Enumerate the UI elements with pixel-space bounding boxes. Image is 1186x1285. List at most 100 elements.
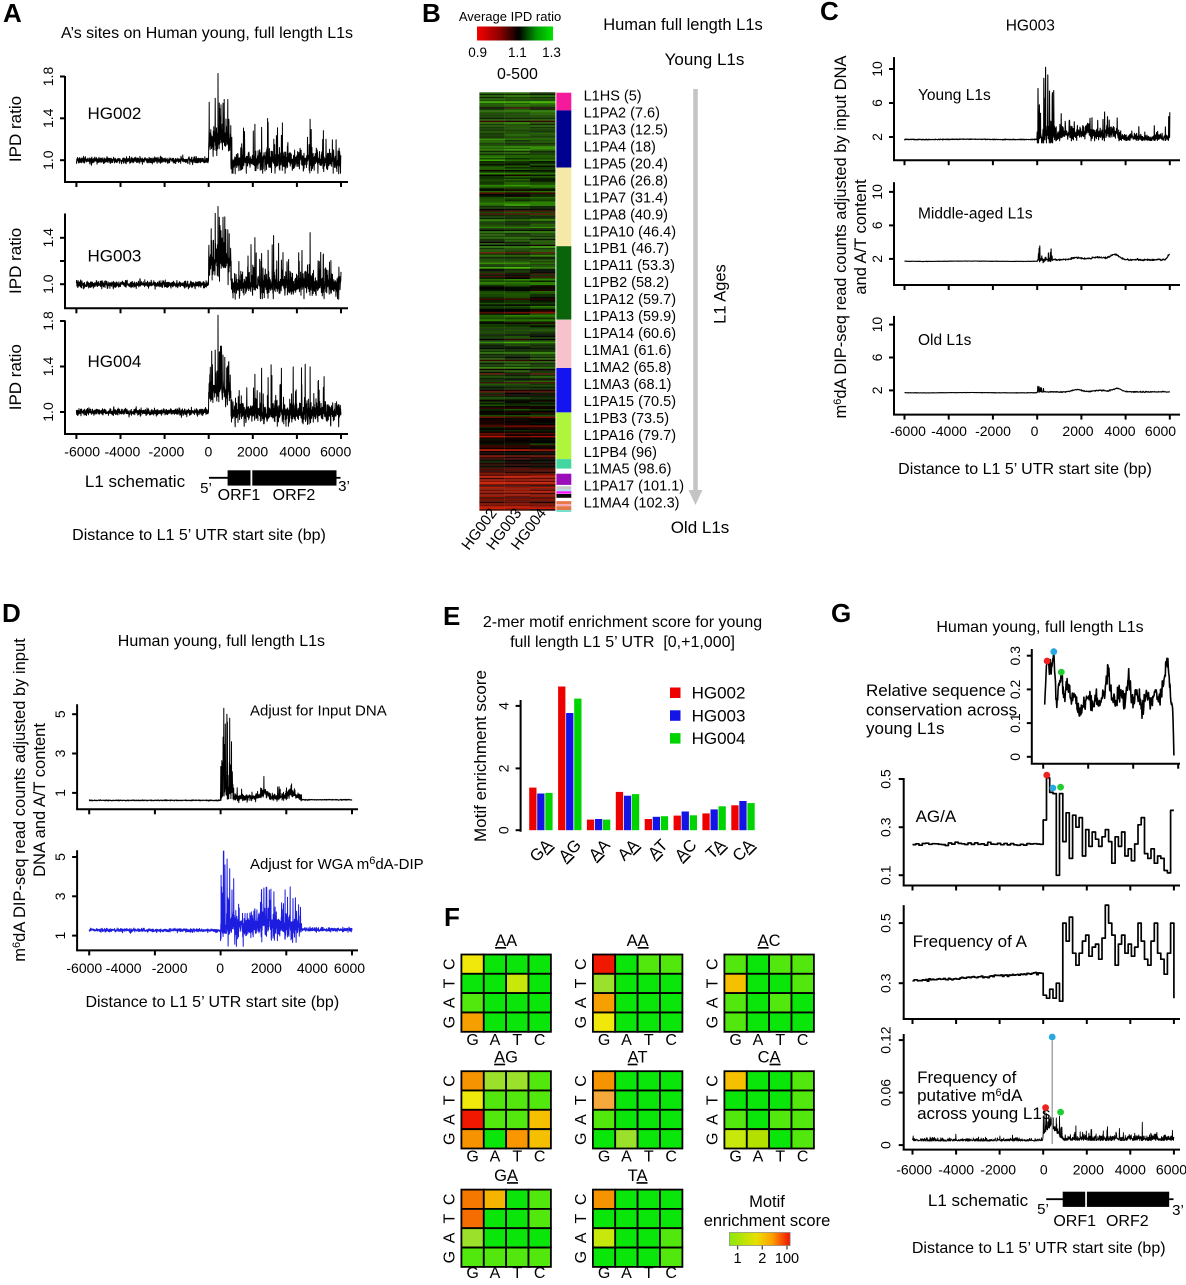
svg-text:5: 5 [52, 710, 68, 718]
svg-text:HG003: HG003 [1006, 18, 1055, 35]
svg-text:1.0: 1.0 [40, 274, 56, 294]
svg-text:1.1: 1.1 [508, 45, 527, 60]
svg-text:L1PA2 (7.6): L1PA2 (7.6) [584, 106, 660, 122]
svg-text:G: G [598, 1265, 610, 1280]
svg-text:Young L1s: Young L1s [918, 87, 991, 104]
svg-text:T: T [512, 1265, 522, 1280]
svg-text:6000: 6000 [1145, 423, 1176, 439]
svg-text:G: G [729, 1032, 741, 1049]
svg-text:L1PB4 (96): L1PB4 (96) [584, 445, 657, 461]
svg-text:Distance to L1 5’ UTR start si: Distance to L1 5’ UTR start site (bp) [72, 527, 326, 544]
svg-text:A: A [704, 997, 721, 1008]
svg-text:E: E [443, 601, 460, 631]
svg-text:T: T [512, 1032, 522, 1049]
svg-text:GA: GA [494, 1167, 518, 1185]
svg-text:Human full length L1s: Human full length L1s [603, 16, 763, 34]
svg-text:AC: AC [758, 932, 781, 950]
svg-text:enrichment score: enrichment score [704, 1212, 831, 1230]
svg-text:T: T [573, 1213, 590, 1223]
svg-text:T: T [644, 1149, 654, 1166]
svg-text:2000: 2000 [1062, 423, 1093, 439]
svg-text:G: G [729, 1149, 741, 1166]
svg-text:2: 2 [869, 255, 885, 263]
svg-text:6: 6 [869, 353, 885, 361]
svg-text:10: 10 [869, 184, 885, 200]
svg-text:0: 0 [878, 1141, 894, 1149]
svg-text:Relative sequence: Relative sequence [866, 681, 1006, 700]
svg-text:2: 2 [869, 133, 885, 141]
svg-text:3’: 3’ [338, 478, 350, 495]
svg-text:0: 0 [1031, 423, 1039, 439]
svg-text:1: 1 [734, 1251, 742, 1267]
svg-text:G: G [441, 1251, 458, 1263]
svg-text:0.3: 0.3 [1007, 646, 1023, 666]
svg-text:C: C [573, 1075, 590, 1087]
svg-text:L1PA17 (101.1): L1PA17 (101.1) [584, 479, 685, 495]
svg-text:-6000: -6000 [66, 960, 102, 976]
svg-text:Human young, full length L1s: Human young, full length L1s [936, 619, 1143, 636]
svg-text:C: C [534, 1032, 546, 1049]
svg-text:Adjust for WGA m6dA-DIP: Adjust for WGA m6dA-DIP [250, 855, 424, 873]
svg-text:AA: AA [627, 932, 649, 950]
svg-text:0: 0 [1007, 753, 1023, 761]
svg-text:T: T [775, 1032, 785, 1049]
svg-text:L1PA7 (31.4): L1PA7 (31.4) [584, 190, 668, 206]
svg-text:L1MA4 (102.3): L1MA4 (102.3) [584, 496, 680, 512]
svg-text:T: T [644, 1265, 654, 1280]
svg-text:C: C [797, 1149, 809, 1166]
svg-text:A: A [621, 1265, 632, 1280]
svg-text:1.3: 1.3 [542, 45, 561, 60]
svg-text:0.1: 0.1 [878, 865, 894, 885]
svg-text:1.8: 1.8 [40, 311, 56, 331]
svg-text:1: 1 [52, 931, 68, 939]
svg-text:0.9: 0.9 [468, 45, 487, 60]
svg-text:A: A [490, 1265, 501, 1280]
svg-text:DNA and A/T content: DNA and A/T content [31, 723, 49, 877]
svg-text:0.3: 0.3 [878, 973, 894, 993]
svg-text:C: C [441, 1075, 458, 1087]
svg-text:G: G [573, 1251, 590, 1263]
svg-text:Average IPD ratio: Average IPD ratio [459, 9, 561, 24]
svg-text:C: C [704, 1075, 721, 1087]
svg-text:HG004: HG004 [692, 729, 746, 748]
svg-text:4: 4 [496, 702, 512, 710]
svg-text:A: A [573, 1232, 590, 1243]
svg-text:L1PB1 (46.7): L1PB1 (46.7) [584, 241, 669, 257]
svg-text:0.1: 0.1 [1007, 713, 1023, 733]
svg-text:m6dA DIP-seq read counts adjus: m6dA DIP-seq read counts adjusted by inp… [832, 56, 850, 419]
svg-text:IPD ratio: IPD ratio [6, 96, 25, 162]
svg-text:G: G [466, 1149, 478, 1166]
svg-text:HG002: HG002 [88, 104, 142, 123]
svg-text:A: A [573, 997, 590, 1008]
svg-text:2000: 2000 [251, 960, 282, 976]
svg-text:-4000: -4000 [931, 423, 967, 439]
svg-text:0: 0 [205, 444, 213, 460]
svg-text:2000: 2000 [1073, 1162, 1104, 1178]
svg-text:A: A [490, 1032, 501, 1049]
svg-text:A: A [753, 1149, 764, 1166]
svg-text:6: 6 [869, 221, 885, 229]
svg-text:A: A [704, 1114, 721, 1125]
svg-text:T: T [573, 1095, 590, 1105]
svg-text:6: 6 [869, 99, 885, 107]
svg-text:0.2: 0.2 [1007, 679, 1023, 699]
svg-text:G: G [831, 598, 851, 628]
svg-text:C: C [573, 1194, 590, 1206]
svg-text:L1MA3 (68.1): L1MA3 (68.1) [584, 377, 672, 393]
svg-text:0.5: 0.5 [878, 913, 894, 933]
svg-text:across young L1s: across young L1s [917, 1104, 1050, 1123]
svg-text:Adjust for Input DNA: Adjust for Input DNA [250, 703, 387, 720]
svg-text:D: D [2, 598, 21, 628]
svg-text:0.3: 0.3 [878, 817, 894, 837]
svg-text:Motif enrichment score: Motif enrichment score [471, 670, 490, 842]
svg-text:10: 10 [869, 61, 885, 77]
svg-text:Frequency of: Frequency of [917, 1068, 1016, 1087]
svg-text:1: 1 [52, 789, 68, 797]
svg-text:m6dA DIP-seq read counts adjus: m6dA DIP-seq read counts adjusted by inp… [11, 638, 29, 962]
svg-text:L1PA16 (79.7): L1PA16 (79.7) [584, 428, 676, 444]
svg-text:ORF1: ORF1 [218, 487, 261, 504]
svg-text:1.4: 1.4 [40, 108, 56, 128]
svg-text:HG002: HG002 [692, 684, 746, 703]
svg-text:-4000: -4000 [104, 444, 140, 460]
svg-text:2-mer motif enrichment score f: 2-mer motif enrichment score for young [483, 614, 762, 631]
